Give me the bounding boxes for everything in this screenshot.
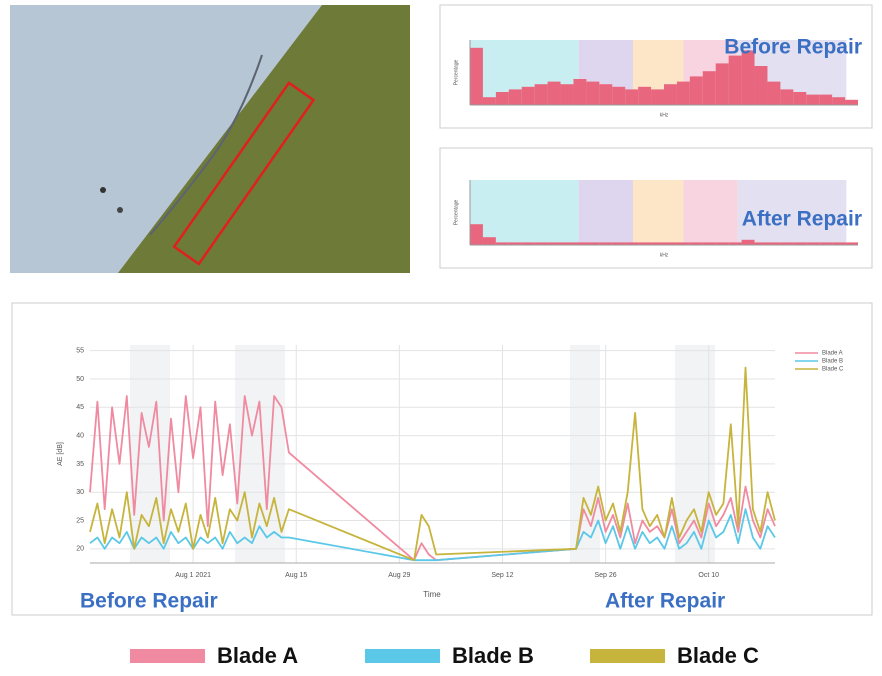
chart-title: Before Repair: [724, 36, 862, 59]
x-axis-label: kHz: [660, 112, 669, 118]
bar: [522, 87, 535, 105]
y-tick-label: 25: [76, 517, 84, 524]
bar: [651, 89, 664, 105]
bar: [690, 76, 703, 105]
y-tick-label: 20: [76, 546, 84, 553]
x-tick-label: Sep 12: [491, 572, 513, 579]
bar: [703, 71, 716, 105]
bar: [780, 89, 793, 105]
x-tick-label: Sep 26: [594, 572, 616, 579]
bar: [625, 89, 638, 105]
bar: [638, 87, 651, 105]
bar: [819, 95, 832, 105]
bar: [509, 89, 522, 105]
bar: [599, 84, 612, 105]
y-tick-label: 40: [76, 432, 84, 439]
bar: [483, 97, 496, 105]
spot: [100, 187, 106, 193]
x-tick-label: Aug 29: [388, 572, 410, 579]
x-tick-label: Aug 15: [285, 572, 307, 579]
bar: [548, 82, 561, 105]
bar: [716, 63, 729, 105]
legend-label: Blade B: [822, 359, 843, 365]
bar: [742, 50, 755, 105]
shade-band: [570, 345, 600, 563]
big-legend-label: Blade B: [452, 643, 534, 668]
y-tick-label: 50: [76, 376, 84, 383]
big-legend-label: Blade C: [677, 643, 759, 668]
x-tick-label: Oct 10: [698, 572, 719, 579]
bar: [832, 97, 845, 105]
bar: [845, 100, 858, 105]
y-axis-label: Percentage: [453, 59, 459, 85]
x-tick-label: Aug 1 2021: [175, 572, 211, 579]
legend-label: Blade A: [822, 351, 843, 357]
y-axis-label: Percentage: [453, 199, 459, 225]
zone-band: [470, 180, 579, 245]
bar: [729, 56, 742, 105]
zone-band: [633, 180, 683, 245]
bar: [664, 84, 677, 105]
y-axis-label: AE [dB]: [57, 442, 64, 466]
legend-label: Blade C: [822, 367, 844, 373]
bar: [470, 224, 483, 245]
bar: [793, 92, 806, 105]
bar: [767, 82, 780, 105]
bar: [535, 84, 548, 105]
page: Before Repair Percentage kHz After Repair Pe…: [0, 0, 882, 671]
bar: [677, 82, 690, 105]
blade-photo: [10, 5, 410, 273]
bar: [483, 237, 496, 245]
annotation: After Repair: [605, 590, 725, 613]
zone-band: [579, 180, 633, 245]
chart-title: After Repair: [742, 208, 862, 231]
bar: [586, 82, 599, 105]
x-axis-label: kHz: [660, 252, 669, 258]
bar: [561, 84, 574, 105]
bar: [612, 87, 625, 105]
bar: [470, 48, 483, 105]
bar: [806, 95, 819, 105]
bar: [496, 92, 509, 105]
big-legend-label: Blade A: [217, 643, 298, 668]
annotation: Before Repair: [80, 590, 218, 613]
bar: [755, 66, 768, 105]
spot: [117, 207, 123, 213]
zone-band: [683, 180, 737, 245]
bar: [742, 240, 755, 245]
y-tick-label: 45: [76, 404, 84, 411]
y-tick-label: 55: [76, 348, 84, 355]
figure: Before Repair Percentage kHz After Repair Pe…: [0, 0, 882, 671]
shade-band: [235, 345, 285, 563]
bar: [573, 79, 586, 105]
y-tick-label: 35: [76, 461, 84, 468]
y-tick-label: 30: [76, 489, 84, 496]
shade-band: [130, 345, 170, 563]
x-axis-label: Time: [423, 590, 441, 599]
